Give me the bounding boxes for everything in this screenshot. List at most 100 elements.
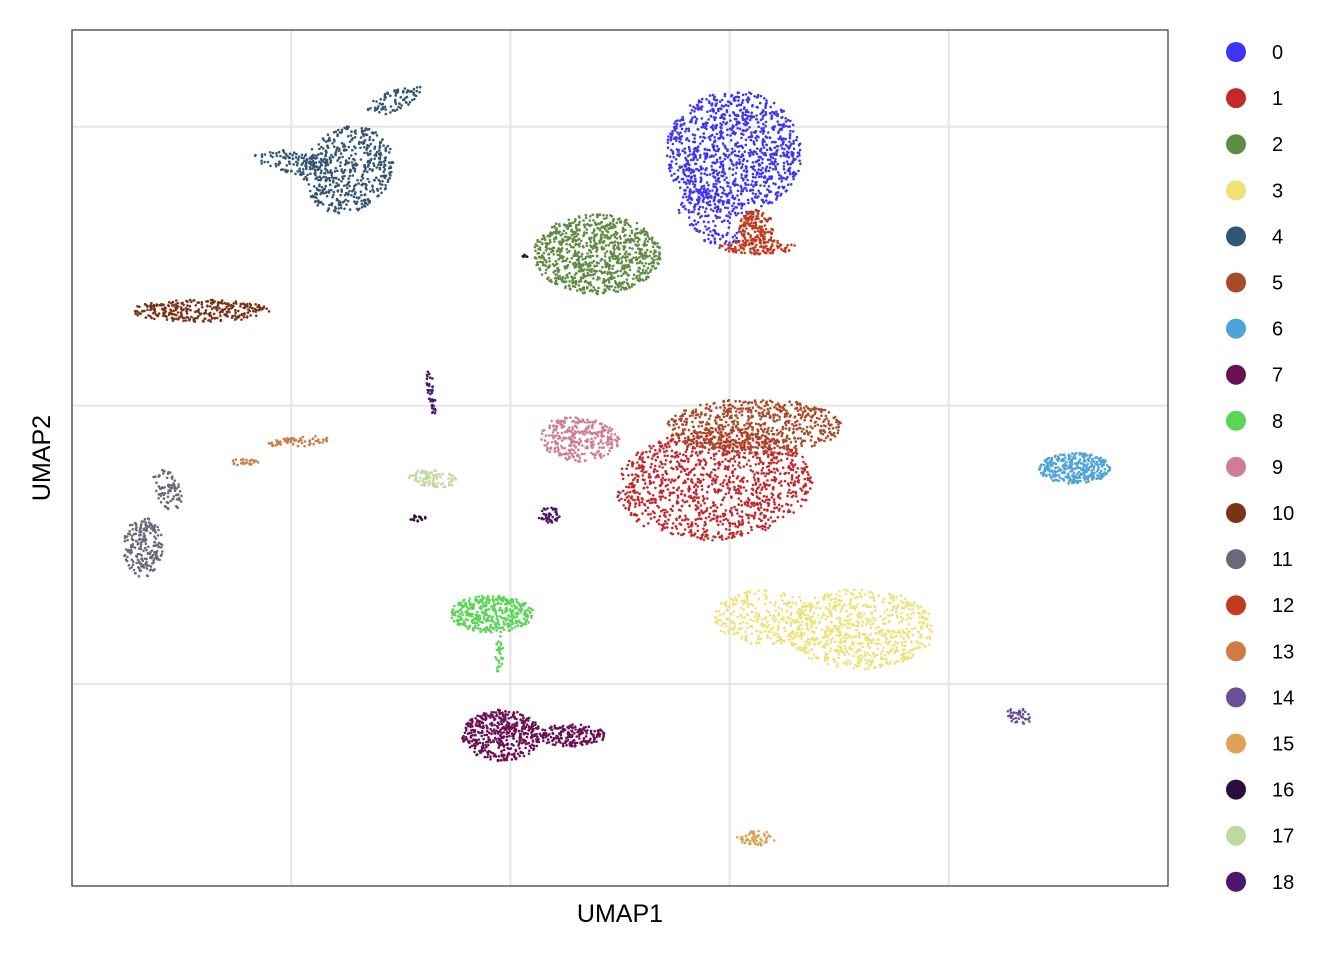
point [630, 231, 634, 235]
point [737, 203, 741, 206]
point [786, 616, 789, 619]
point [382, 144, 385, 147]
point [353, 200, 356, 203]
point [771, 617, 774, 621]
point [675, 443, 678, 446]
point [728, 524, 732, 528]
point [750, 525, 753, 529]
point [604, 234, 607, 237]
point [780, 504, 784, 508]
point [707, 237, 710, 241]
point [791, 123, 795, 127]
point [725, 608, 729, 611]
point [874, 631, 877, 635]
point [891, 648, 894, 651]
point [862, 604, 865, 607]
point [633, 505, 637, 508]
point [849, 606, 852, 609]
point [843, 639, 846, 643]
point [758, 459, 762, 462]
point [600, 270, 603, 274]
point [703, 152, 706, 155]
point [331, 142, 334, 145]
point [583, 275, 587, 278]
point [911, 604, 915, 607]
point [757, 125, 760, 129]
point [916, 641, 920, 645]
point [647, 275, 650, 279]
point [615, 282, 618, 286]
point [901, 660, 905, 663]
point [605, 214, 609, 217]
point [703, 172, 706, 175]
point [772, 456, 776, 460]
point [731, 522, 735, 525]
point [749, 602, 753, 606]
point [790, 611, 793, 614]
point [749, 188, 753, 192]
point [713, 118, 717, 122]
point [544, 242, 547, 245]
point [770, 140, 774, 144]
point [376, 187, 379, 191]
point [389, 166, 393, 169]
point [728, 528, 731, 532]
point [627, 223, 630, 226]
point [843, 653, 847, 657]
point [705, 207, 708, 210]
point [334, 153, 337, 157]
point [782, 140, 785, 143]
point [589, 240, 592, 244]
point [732, 202, 736, 205]
point [695, 167, 698, 171]
point [573, 273, 577, 276]
point [556, 268, 559, 272]
point [849, 597, 853, 601]
point [872, 616, 875, 620]
point [771, 520, 775, 523]
point [907, 623, 911, 626]
point [838, 630, 842, 634]
point [901, 641, 904, 644]
point [772, 461, 776, 464]
point [731, 464, 735, 467]
point [712, 209, 715, 213]
point [661, 473, 664, 477]
point [636, 451, 640, 455]
point [640, 464, 644, 467]
point [571, 262, 575, 266]
point [735, 161, 738, 164]
point [646, 248, 649, 252]
point [684, 192, 687, 195]
point [692, 223, 695, 227]
point [848, 645, 852, 649]
point [572, 246, 575, 249]
point [754, 607, 757, 610]
point [669, 439, 672, 442]
point [377, 194, 380, 197]
point [676, 501, 679, 505]
point [755, 456, 759, 460]
point [866, 644, 870, 648]
point [730, 511, 733, 514]
point [719, 185, 722, 189]
point [714, 214, 717, 217]
point [651, 501, 654, 504]
point [695, 496, 699, 500]
point [677, 180, 681, 184]
point [614, 290, 618, 293]
point [349, 169, 353, 173]
point [714, 620, 717, 624]
point [721, 498, 724, 502]
point [641, 466, 644, 470]
point [719, 160, 722, 164]
point [742, 202, 746, 206]
point [846, 621, 850, 625]
point [642, 227, 646, 230]
point [811, 615, 815, 618]
point [638, 261, 641, 265]
point [721, 113, 725, 116]
point [698, 450, 702, 454]
point [733, 184, 737, 187]
point [633, 489, 636, 492]
